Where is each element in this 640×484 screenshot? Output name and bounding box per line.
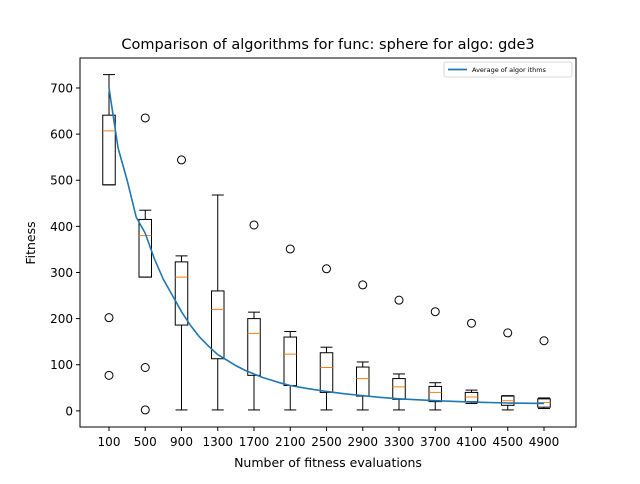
box-body [428,385,442,403]
box-body [283,336,297,386]
outlier-point [104,313,114,323]
outlier-point [285,244,295,254]
x-tick-label: 1300 [202,435,233,449]
x-tick-label: 2100 [275,435,306,449]
box-body [392,378,406,400]
x-tick-label: 2500 [311,435,342,449]
outlier-point [177,155,186,165]
box-body [356,366,370,397]
outlier-point [539,336,549,346]
y-tick-label: 500 [50,174,73,188]
legend-box [443,61,573,78]
outlier-point [140,113,150,123]
x-tick-label: 3300 [384,435,415,449]
box-body [211,290,225,360]
y-tick-label: 300 [50,266,73,280]
box-body [102,114,116,186]
outlier-point [249,220,259,230]
x-tick-label: 900 [170,435,193,449]
x-tick-label: 3700 [420,435,451,449]
x-tick-label: 4900 [529,435,560,449]
plot-frame [79,57,577,428]
x-tick-label: 4500 [492,435,523,449]
box-body [319,352,334,393]
x-axis-label: Number of fitness evaluations [234,455,422,470]
y-tick-label: 400 [50,220,73,234]
outlier-point [140,405,150,415]
legend-label: Average of algor ithms [472,66,547,74]
outlier-point [140,362,150,372]
outlier-point [322,264,331,274]
x-tick-label: 500 [134,435,157,449]
x-tick-label: 4100 [456,435,487,449]
chart-title: Comparison of algorithms for func: spher… [121,37,534,53]
x-tick-label: 100 [98,435,121,449]
outlier-point [467,318,476,328]
box-body [247,318,261,376]
y-tick-label: 600 [50,128,73,142]
outlier-point [104,370,114,380]
y-tick-label: 700 [50,81,73,95]
y-tick-label: 100 [50,358,73,372]
outlier-point [430,307,440,317]
box-body [174,261,189,326]
box-body [138,218,152,278]
plot-layer: 0 100 200 300 400 500 600 700 100 500 900 1300 1700 2… [50,74,560,449]
y-axis-label: Fitness [23,221,38,264]
y-tick-label: 200 [50,312,73,326]
legend: Average of algor ithms [443,61,573,78]
x-tick-label: 1700 [239,435,270,449]
average-line [108,87,545,405]
outlier-point [358,280,368,290]
x-tick-label: 2900 [347,435,378,449]
y-tick-label: 0 [65,404,73,418]
outlier-point [503,328,513,338]
outlier-point [394,295,404,305]
